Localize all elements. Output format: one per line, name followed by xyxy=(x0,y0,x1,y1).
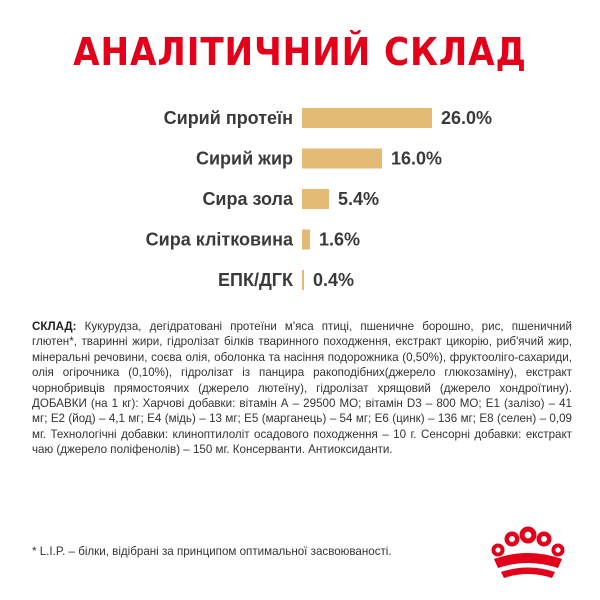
category-label-2: Сирий жир xyxy=(196,149,293,169)
bar-1 xyxy=(302,108,432,128)
category-label-3: Сира зола xyxy=(202,189,294,209)
royal-canin-crown-icon xyxy=(491,526,565,578)
value-label-2: 16.0% xyxy=(391,149,442,169)
bar-3 xyxy=(302,189,329,209)
value-label-5: 0.4% xyxy=(313,270,354,290)
composition-body: Кукурудза, дегідратовані протеїни м'яса … xyxy=(32,320,572,457)
footnote: * L.I.P. – білки, відібрані за принципом… xyxy=(32,545,392,558)
composition-label: СКЛАД: xyxy=(32,320,77,333)
bar-5 xyxy=(302,270,304,290)
bar-chart: Сирий протеїн 26.0% Сирий жир 16.0% Сира зол… xyxy=(146,108,492,290)
value-label-1: 26.0% xyxy=(441,108,492,128)
category-label-1: Сирий протеїн xyxy=(164,108,293,128)
category-label-4: Сира клітковина xyxy=(146,230,294,250)
value-label-3: 5.4% xyxy=(338,189,379,209)
page-title: АНАЛІТИЧНИЙ СКЛАД xyxy=(73,30,527,74)
bar-2 xyxy=(302,148,382,169)
bar-4 xyxy=(302,229,310,250)
value-label-4: 1.6% xyxy=(319,230,360,250)
category-label-5: ЕПК/ДГК xyxy=(218,270,294,290)
composition-text: СКЛАД: Кукурудза, дегідратовані протеїни… xyxy=(32,319,572,458)
